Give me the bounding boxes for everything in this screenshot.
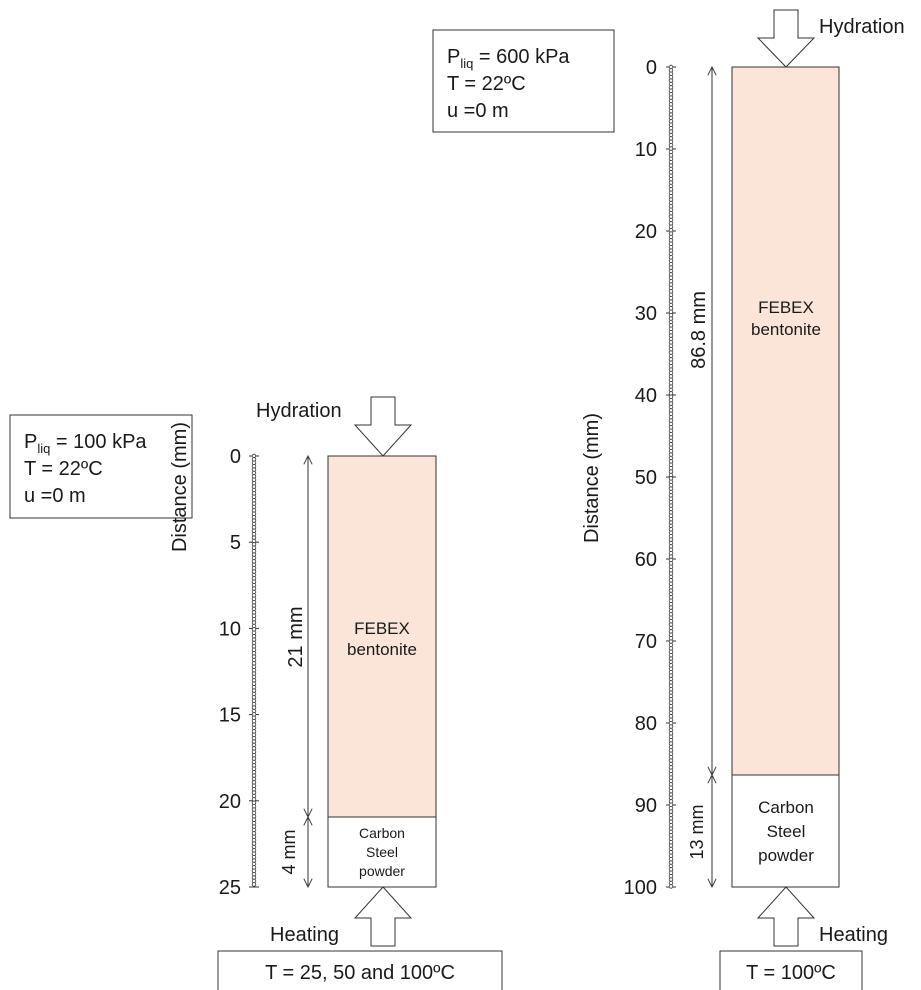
right-bentonite-thickness: 86.8 mm [688,291,710,369]
right-steel-layer [731,774,840,888]
right-hydration-label: Hydration [819,16,905,38]
left-bentonite-label-1: FEBEX [354,619,410,638]
left-heating-condition: T = 25, 50 and 100ºC [265,962,455,984]
left-column: Pliq = 100 kPa T = 22ºC u =0 m Hydration… [9,396,503,990]
left-axis-tick-label: 15 [219,705,241,727]
right-axis-tick-label: 100 [624,877,657,899]
left-hydration-arrow-icon [353,396,413,457]
right-axis-tick-label: 70 [635,631,657,653]
left-axis-label: Distance (mm) [169,422,191,552]
left-steel-label-2: Steel [366,844,398,860]
right-heating-condition-box [719,950,863,990]
left-steel-label-1: Carbon [359,825,405,841]
right-hydration-arrow-icon [756,9,816,68]
left-heating-label: Heating [270,924,339,946]
sensor-bead [251,882,257,887]
right-axis-tick-label: 40 [635,385,657,407]
right-steel-label-1: Carbon [758,798,814,817]
right-steel-label-2: Steel [767,822,806,841]
right-steel-thickness: 13 mm [687,804,707,859]
left-pressure-text: Pliq = 100 kPa [24,431,147,456]
left-heating-arrow-icon [353,886,413,947]
right-heating-label: Heating [819,924,888,946]
right-axis-tick-label: 80 [635,713,657,735]
left-steel-layer [327,816,437,888]
left-axis-tick-label: 10 [219,618,241,640]
right-temperature-text: T = 22ºC [447,73,526,95]
right-axis-tick-label: 20 [635,221,657,243]
right-axis-tick-label: 10 [635,139,657,161]
right-steel-label-3: powder [758,846,814,865]
left-temperature-text: T = 22ºC [24,458,103,480]
left-sensor-chain [251,453,257,887]
right-heating-arrow-icon [756,886,816,947]
left-axis-tick-label: 0 [230,446,241,468]
right-axis-tick-label: 50 [635,467,657,489]
left-axis-ticks: 0 5 10 15 20 25 [219,446,259,899]
right-bentonite-label-2: bentonite [751,320,821,339]
left-axis-tick-label: 25 [219,877,241,899]
left-axis-tick-label: 20 [219,791,241,813]
right-sensor-chain [668,64,674,889]
right-axis-tick-label: 90 [635,795,657,817]
left-heating-condition-box [217,950,503,990]
right-axis-tick-label: 60 [635,549,657,571]
right-axis-label: Distance (mm) [581,413,603,543]
right-bentonite-layer [731,66,840,776]
left-conditions-box [9,414,193,519]
right-pressure-text: Pliq = 600 kPa [447,46,570,71]
sensor-bead [668,884,674,889]
left-hydration-label: Hydration [256,400,342,422]
left-steel-thickness: 4 mm [279,830,299,875]
left-bentonite-thickness: 21 mm [285,606,307,667]
left-displacement-text: u =0 m [24,485,86,507]
right-conditions-box [432,29,615,133]
left-steel-label-3: powder [359,863,405,879]
left-bentonite-label-2: bentonite [347,640,417,659]
right-axis-ticks: 0 10 20 30 40 50 60 70 80 90 100 [624,57,676,899]
left-axis-tick-label: 5 [230,532,241,554]
right-displacement-text: u =0 m [447,100,509,122]
right-column: Pliq = 600 kPa T = 22ºC u =0 m Hydration… [432,9,905,990]
right-bentonite-label-1: FEBEX [758,298,814,317]
right-heating-condition: T = 100ºC [746,962,836,984]
right-axis-tick-label: 30 [635,303,657,325]
right-axis-tick-label: 0 [646,57,657,79]
